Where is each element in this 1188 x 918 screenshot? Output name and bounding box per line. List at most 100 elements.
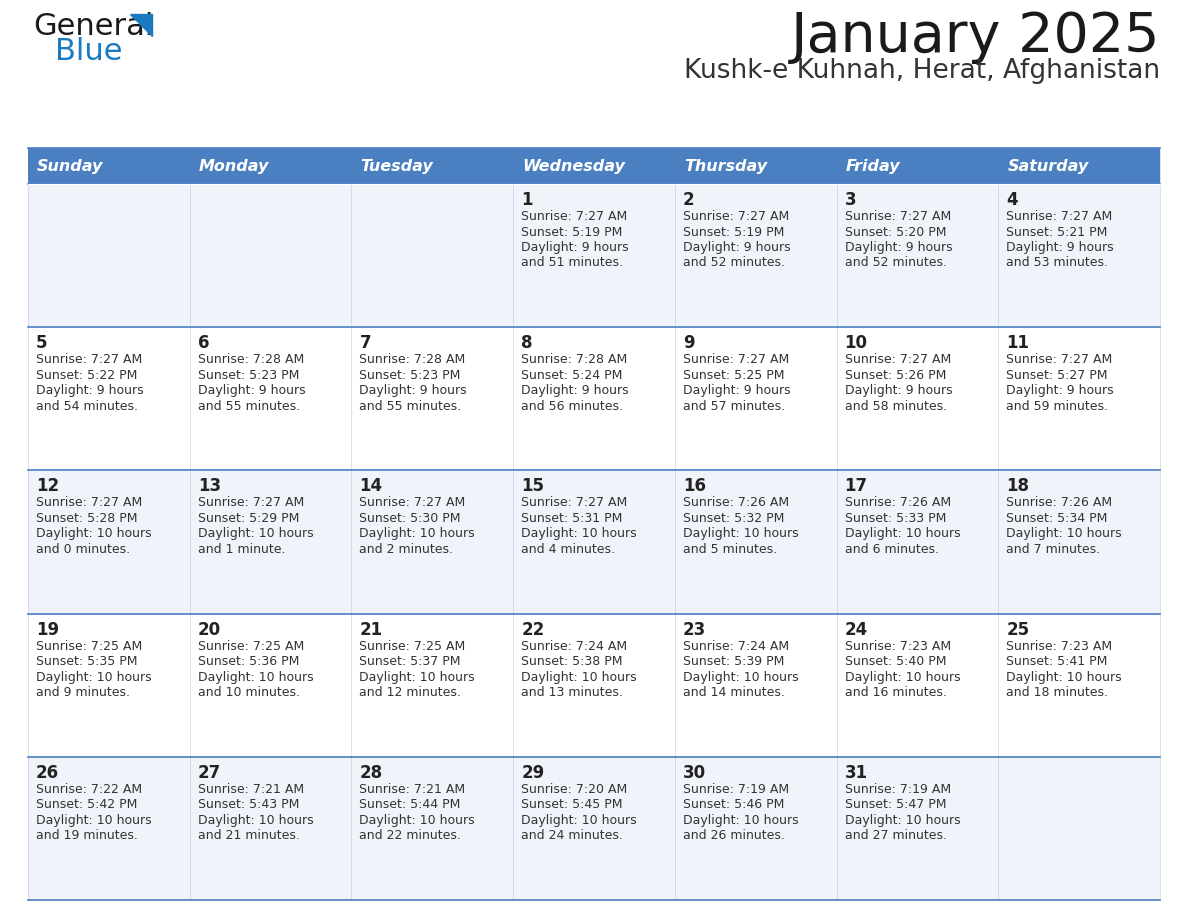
Bar bbox=[29, 148, 1159, 184]
Text: and 13 minutes.: and 13 minutes. bbox=[522, 686, 623, 700]
Text: 4: 4 bbox=[1006, 191, 1018, 209]
Text: Sunset: 5:20 PM: Sunset: 5:20 PM bbox=[845, 226, 946, 239]
Text: Sunrise: 7:24 AM: Sunrise: 7:24 AM bbox=[522, 640, 627, 653]
Text: 19: 19 bbox=[36, 621, 59, 639]
Text: 31: 31 bbox=[845, 764, 867, 782]
Text: Daylight: 9 hours: Daylight: 9 hours bbox=[360, 385, 467, 397]
Text: Daylight: 10 hours: Daylight: 10 hours bbox=[197, 813, 314, 827]
Text: 14: 14 bbox=[360, 477, 383, 496]
Text: 7: 7 bbox=[360, 334, 371, 353]
Text: Monday: Monday bbox=[198, 159, 270, 174]
Text: Daylight: 10 hours: Daylight: 10 hours bbox=[1006, 528, 1121, 541]
Text: Sunset: 5:44 PM: Sunset: 5:44 PM bbox=[360, 799, 461, 812]
Bar bbox=[513, 756, 675, 900]
Text: Sunset: 5:39 PM: Sunset: 5:39 PM bbox=[683, 655, 784, 668]
Text: Sunset: 5:33 PM: Sunset: 5:33 PM bbox=[845, 512, 946, 525]
Text: and 58 minutes.: and 58 minutes. bbox=[845, 399, 947, 413]
Bar bbox=[352, 184, 513, 327]
Bar bbox=[836, 327, 998, 470]
Text: Sunset: 5:42 PM: Sunset: 5:42 PM bbox=[36, 799, 138, 812]
Text: 15: 15 bbox=[522, 477, 544, 496]
Text: Daylight: 9 hours: Daylight: 9 hours bbox=[1006, 385, 1114, 397]
Text: Sunset: 5:47 PM: Sunset: 5:47 PM bbox=[845, 799, 946, 812]
Text: and 21 minutes.: and 21 minutes. bbox=[197, 829, 299, 843]
Text: and 14 minutes.: and 14 minutes. bbox=[683, 686, 785, 700]
Text: Daylight: 9 hours: Daylight: 9 hours bbox=[1006, 241, 1114, 254]
Text: Daylight: 10 hours: Daylight: 10 hours bbox=[360, 671, 475, 684]
Bar bbox=[998, 756, 1159, 900]
Text: General: General bbox=[33, 12, 153, 41]
Bar bbox=[352, 613, 513, 756]
Text: Daylight: 10 hours: Daylight: 10 hours bbox=[360, 528, 475, 541]
Text: Sunrise: 7:28 AM: Sunrise: 7:28 AM bbox=[360, 353, 466, 366]
Text: and 9 minutes.: and 9 minutes. bbox=[36, 686, 129, 700]
Text: 10: 10 bbox=[845, 334, 867, 353]
Text: Daylight: 10 hours: Daylight: 10 hours bbox=[845, 813, 960, 827]
Bar bbox=[513, 470, 675, 613]
Text: Sunset: 5:32 PM: Sunset: 5:32 PM bbox=[683, 512, 784, 525]
Text: and 5 minutes.: and 5 minutes. bbox=[683, 543, 777, 556]
Bar bbox=[190, 756, 352, 900]
Text: Sunrise: 7:21 AM: Sunrise: 7:21 AM bbox=[360, 783, 466, 796]
Text: Daylight: 9 hours: Daylight: 9 hours bbox=[36, 385, 144, 397]
Text: Sunrise: 7:25 AM: Sunrise: 7:25 AM bbox=[197, 640, 304, 653]
Text: Daylight: 10 hours: Daylight: 10 hours bbox=[1006, 671, 1121, 684]
Text: and 54 minutes.: and 54 minutes. bbox=[36, 399, 138, 413]
Text: Sunset: 5:27 PM: Sunset: 5:27 PM bbox=[1006, 369, 1107, 382]
Bar bbox=[513, 613, 675, 756]
Text: and 26 minutes.: and 26 minutes. bbox=[683, 829, 785, 843]
Text: Saturday: Saturday bbox=[1007, 159, 1088, 174]
Text: and 24 minutes.: and 24 minutes. bbox=[522, 829, 623, 843]
Text: Daylight: 9 hours: Daylight: 9 hours bbox=[522, 385, 628, 397]
Text: and 4 minutes.: and 4 minutes. bbox=[522, 543, 615, 556]
Text: 3: 3 bbox=[845, 191, 857, 209]
Text: Sunrise: 7:26 AM: Sunrise: 7:26 AM bbox=[1006, 497, 1112, 509]
Text: Sunset: 5:41 PM: Sunset: 5:41 PM bbox=[1006, 655, 1107, 668]
Text: Wednesday: Wednesday bbox=[523, 159, 625, 174]
Text: Sunset: 5:36 PM: Sunset: 5:36 PM bbox=[197, 655, 299, 668]
Text: Friday: Friday bbox=[846, 159, 901, 174]
Text: 30: 30 bbox=[683, 764, 706, 782]
Text: Tuesday: Tuesday bbox=[360, 159, 434, 174]
Text: 29: 29 bbox=[522, 764, 544, 782]
Text: and 52 minutes.: and 52 minutes. bbox=[845, 256, 947, 270]
Bar bbox=[29, 327, 190, 470]
Text: and 6 minutes.: and 6 minutes. bbox=[845, 543, 939, 556]
Text: Sunrise: 7:26 AM: Sunrise: 7:26 AM bbox=[683, 497, 789, 509]
Text: Daylight: 10 hours: Daylight: 10 hours bbox=[197, 671, 314, 684]
Text: and 52 minutes.: and 52 minutes. bbox=[683, 256, 785, 270]
Bar bbox=[675, 756, 836, 900]
Bar bbox=[836, 470, 998, 613]
Text: 1: 1 bbox=[522, 191, 532, 209]
Text: and 2 minutes.: and 2 minutes. bbox=[360, 543, 454, 556]
Text: Sunrise: 7:23 AM: Sunrise: 7:23 AM bbox=[845, 640, 950, 653]
Text: Sunrise: 7:27 AM: Sunrise: 7:27 AM bbox=[1006, 210, 1112, 223]
Text: Sunrise: 7:27 AM: Sunrise: 7:27 AM bbox=[36, 353, 143, 366]
Text: Sunset: 5:37 PM: Sunset: 5:37 PM bbox=[360, 655, 461, 668]
Text: Daylight: 10 hours: Daylight: 10 hours bbox=[36, 813, 152, 827]
Bar bbox=[998, 470, 1159, 613]
Text: Daylight: 9 hours: Daylight: 9 hours bbox=[683, 385, 790, 397]
Text: Sunrise: 7:24 AM: Sunrise: 7:24 AM bbox=[683, 640, 789, 653]
Text: Sunset: 5:29 PM: Sunset: 5:29 PM bbox=[197, 512, 299, 525]
Text: Daylight: 10 hours: Daylight: 10 hours bbox=[683, 528, 798, 541]
Text: Sunrise: 7:20 AM: Sunrise: 7:20 AM bbox=[522, 783, 627, 796]
Text: Sunrise: 7:27 AM: Sunrise: 7:27 AM bbox=[1006, 353, 1112, 366]
Bar bbox=[29, 613, 190, 756]
Text: Sunset: 5:26 PM: Sunset: 5:26 PM bbox=[845, 369, 946, 382]
Text: and 12 minutes.: and 12 minutes. bbox=[360, 686, 461, 700]
Text: and 51 minutes.: and 51 minutes. bbox=[522, 256, 624, 270]
Text: January 2025: January 2025 bbox=[790, 10, 1159, 64]
Bar bbox=[998, 184, 1159, 327]
Bar bbox=[190, 184, 352, 327]
Text: Sunrise: 7:23 AM: Sunrise: 7:23 AM bbox=[1006, 640, 1112, 653]
Text: Daylight: 10 hours: Daylight: 10 hours bbox=[683, 671, 798, 684]
Bar bbox=[29, 184, 190, 327]
Text: Sunset: 5:25 PM: Sunset: 5:25 PM bbox=[683, 369, 784, 382]
Text: and 16 minutes.: and 16 minutes. bbox=[845, 686, 947, 700]
Text: and 57 minutes.: and 57 minutes. bbox=[683, 399, 785, 413]
Text: Sunset: 5:34 PM: Sunset: 5:34 PM bbox=[1006, 512, 1107, 525]
Text: and 59 minutes.: and 59 minutes. bbox=[1006, 399, 1108, 413]
Polygon shape bbox=[129, 14, 152, 36]
Text: Daylight: 10 hours: Daylight: 10 hours bbox=[522, 528, 637, 541]
